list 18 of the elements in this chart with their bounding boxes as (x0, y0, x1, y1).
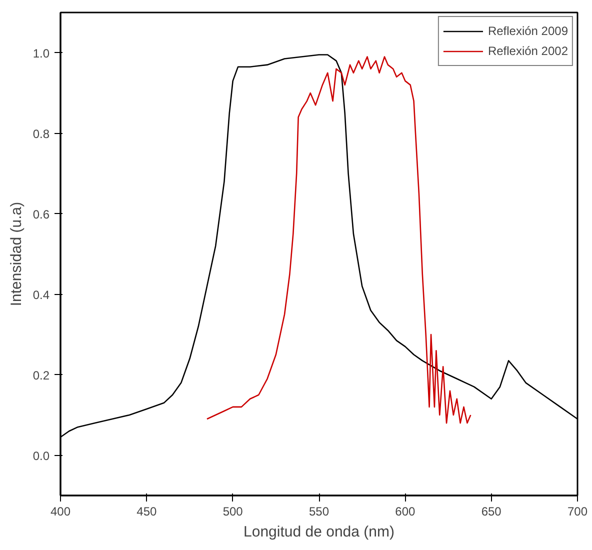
y-tick-label: 0.8 (32, 126, 50, 141)
line-series (206, 56, 472, 424)
y-tick-label: 0.2 (32, 368, 50, 382)
x-axis-title: Longitud de onda (nm) (244, 524, 394, 540)
legend-label: Reflexión 2009 (488, 24, 568, 38)
y-tick-label: 1.0 (32, 46, 50, 60)
y-tick-label: 0.4 (32, 288, 50, 302)
y-tick-label: 0.0 (32, 448, 50, 463)
x-tick-label: 550 (308, 504, 330, 518)
x-tick-label: 400 (50, 504, 71, 518)
x-tick-label: 600 (395, 504, 416, 518)
x-tick-label: 500 (222, 504, 244, 518)
y-tick-label: 0.6 (32, 207, 50, 222)
x-tick-label: 700 (567, 504, 588, 518)
y-axis-title: Intensidad (u.a) (8, 202, 25, 306)
x-tick-label: 450 (136, 504, 158, 518)
x-tick-label: 650 (481, 504, 502, 518)
legend-label: Reflexión 2002 (488, 44, 568, 58)
